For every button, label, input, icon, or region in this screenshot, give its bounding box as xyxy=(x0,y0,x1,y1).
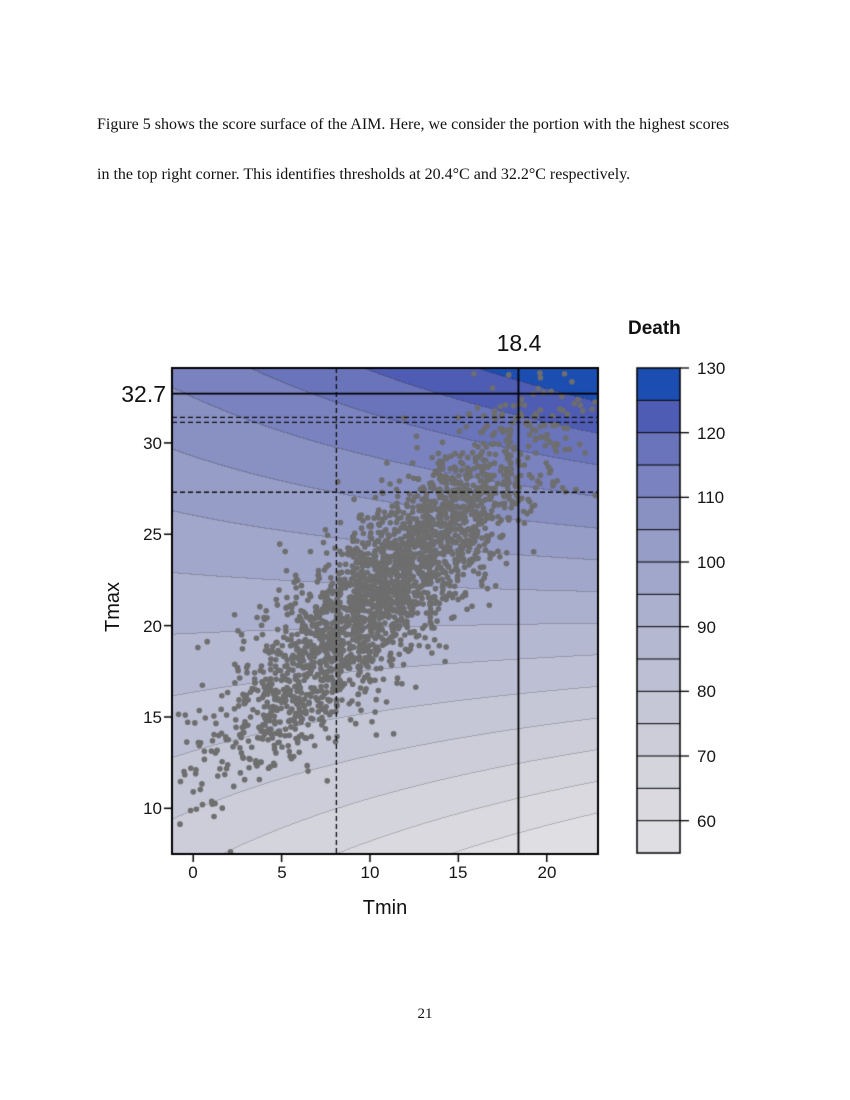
x-tick-label: 5 xyxy=(277,863,287,882)
legend-tick-label: 110 xyxy=(697,488,725,507)
x-tick-label: 0 xyxy=(188,863,198,882)
legend-tick-label: 60 xyxy=(697,812,716,831)
y-tick-label: 25 xyxy=(143,525,162,544)
x-tick-label: 20 xyxy=(537,863,557,882)
y-tick-label: 10 xyxy=(143,799,162,818)
legend-title: Death xyxy=(628,318,681,339)
y-tick-label: 15 xyxy=(143,708,162,727)
page-number: 21 xyxy=(417,1006,433,1022)
y-tick-label: 30 xyxy=(143,434,162,453)
y-axis-title: Tmax xyxy=(102,582,124,632)
legend-tick-label: 120 xyxy=(697,424,726,443)
x-tick-label: 10 xyxy=(360,863,380,882)
x-tick-label: 15 xyxy=(448,863,468,882)
legend-tick-label: 90 xyxy=(697,618,716,637)
legend-tick-label: 100 xyxy=(697,553,726,572)
x-axis-title: Tmin xyxy=(362,897,408,919)
threshold-tmin-label: 18.4 xyxy=(496,330,542,356)
legend-tick-label: 70 xyxy=(697,747,716,766)
threshold-tmax-label: 32.7 xyxy=(121,381,166,407)
legend-tick-label: 130 xyxy=(697,359,726,378)
legend-tick-label: 80 xyxy=(697,682,716,701)
y-tick-label: 20 xyxy=(143,617,162,636)
